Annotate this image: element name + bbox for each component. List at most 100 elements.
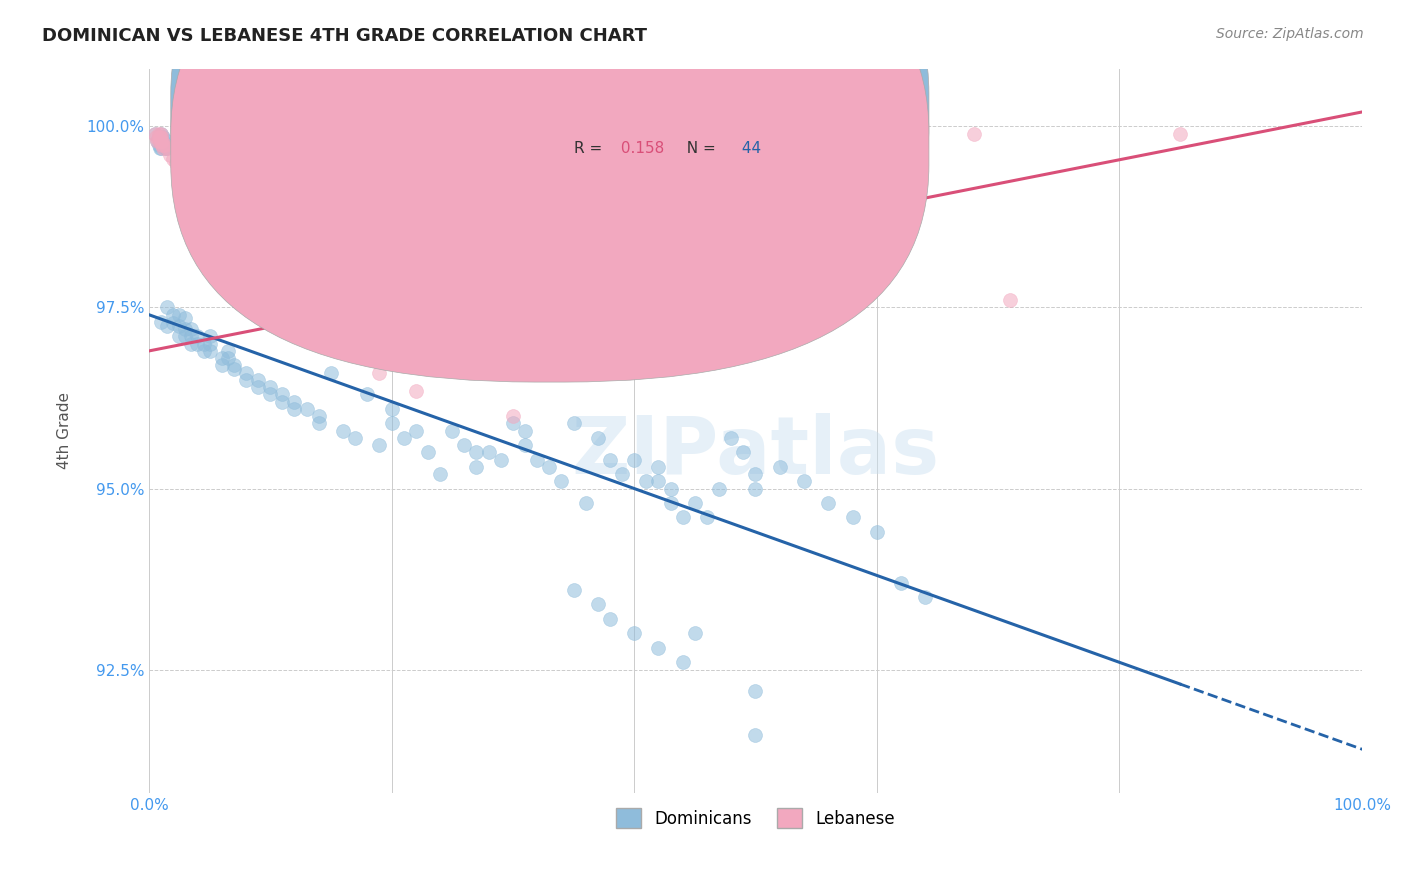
Point [465, 459, 488, 474]
Point [562, 417, 585, 431]
Point [150, 127, 173, 141]
Point [538, 459, 561, 474]
Point [159, 148, 181, 162]
Point [308, 322, 330, 336]
Point [575, 496, 598, 510]
Point [623, 626, 645, 640]
Point [148, 127, 170, 141]
Point [259, 380, 281, 394]
Point [180, 336, 202, 351]
Text: 0.158: 0.158 [616, 141, 664, 156]
Legend: Dominicans, Lebanese: Dominicans, Lebanese [609, 801, 901, 835]
Text: 105: 105 [737, 102, 766, 117]
Point [193, 199, 215, 213]
Point [599, 612, 621, 626]
Point [180, 185, 202, 199]
Point [180, 145, 202, 159]
Point [478, 445, 501, 459]
Point [193, 343, 215, 358]
Point [174, 311, 197, 326]
Point [222, 362, 245, 376]
Point [1168, 127, 1191, 141]
Point [416, 445, 439, 459]
Point [198, 343, 221, 358]
Point [148, 137, 170, 152]
Point [156, 301, 179, 315]
Point [167, 308, 190, 322]
Point [247, 278, 270, 293]
Point [235, 373, 257, 387]
Point [162, 317, 184, 331]
Point [610, 467, 633, 481]
Point [167, 145, 190, 159]
Point [356, 351, 378, 366]
Point [733, 445, 755, 459]
Point [247, 373, 270, 387]
Point [441, 424, 464, 438]
Point [513, 438, 536, 452]
Point [271, 394, 294, 409]
Point [890, 575, 912, 590]
Point [429, 467, 451, 481]
Point [489, 452, 512, 467]
Point [271, 301, 294, 315]
Point [636, 475, 658, 489]
Point [659, 482, 682, 496]
Point [308, 409, 330, 423]
Point [186, 192, 208, 206]
Point [217, 343, 239, 358]
Point [235, 264, 257, 278]
Point [392, 431, 415, 445]
Point [683, 496, 706, 510]
FancyBboxPatch shape [170, 0, 929, 382]
FancyBboxPatch shape [513, 76, 828, 181]
Point [146, 134, 169, 148]
Point [186, 143, 208, 157]
Point [550, 475, 572, 489]
Point [599, 452, 621, 467]
Point [149, 134, 172, 148]
Point [890, 220, 912, 235]
Point [162, 308, 184, 322]
Point [647, 640, 669, 655]
Point [152, 134, 174, 148]
Point [283, 394, 305, 409]
Point [769, 459, 792, 474]
Point [368, 366, 391, 380]
Point [283, 293, 305, 308]
Point [198, 329, 221, 343]
Point [914, 590, 936, 604]
Point [165, 155, 187, 169]
Point [526, 452, 548, 467]
Point [817, 496, 839, 510]
FancyBboxPatch shape [170, 0, 929, 343]
Point [143, 127, 166, 141]
Point [647, 459, 669, 474]
Point [211, 351, 233, 366]
Point [586, 598, 609, 612]
Point [696, 510, 718, 524]
Text: N =: N = [676, 141, 720, 156]
Point [148, 134, 170, 148]
Text: Source: ZipAtlas.com: Source: ZipAtlas.com [1216, 27, 1364, 41]
Point [145, 130, 167, 145]
Point [150, 134, 173, 148]
Point [356, 387, 378, 401]
Point [672, 656, 695, 670]
Point [319, 329, 342, 343]
Point [198, 336, 221, 351]
Point [174, 329, 197, 343]
Point [295, 315, 318, 329]
Point [186, 329, 208, 343]
Point [156, 141, 179, 155]
Point [744, 467, 766, 481]
Point [155, 141, 177, 155]
Point [683, 626, 706, 640]
Point [841, 510, 863, 524]
Point [623, 452, 645, 467]
Text: ZIPatlas: ZIPatlas [571, 413, 939, 491]
Point [149, 141, 172, 155]
Point [380, 417, 402, 431]
Point [866, 524, 889, 539]
Point [502, 417, 524, 431]
